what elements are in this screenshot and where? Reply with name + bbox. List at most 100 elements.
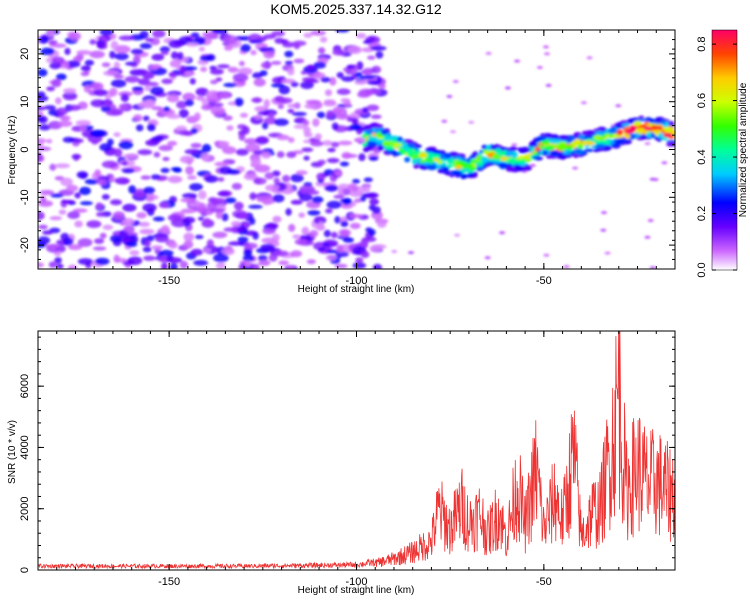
heatmap-cell: [138, 221, 150, 227]
heatmap-cell: [62, 91, 78, 101]
heatmap-cell: [511, 143, 518, 147]
heatmap-cell: [446, 160, 455, 164]
y-tick-label: 0: [19, 146, 31, 152]
heatmap-cell: [151, 106, 163, 111]
heatmap-cell: [195, 87, 209, 97]
heatmap-cell: [272, 194, 285, 203]
heatmap-cell: [124, 76, 140, 83]
heatmap-cell: [374, 138, 383, 143]
heatmap-cell: [189, 183, 203, 191]
heatmap-cell: [305, 99, 321, 105]
heatmap-cell: [212, 231, 228, 239]
heatmap-cell: [437, 159, 443, 165]
heatmap-cell: [402, 139, 414, 144]
heatmap-cell: [366, 124, 376, 129]
heatmap-cell: [270, 60, 282, 65]
heatmap-cell: [84, 59, 95, 66]
heatmap-cell: [38, 153, 43, 162]
heatmap-cell: [86, 220, 102, 229]
heatmap-cell: [90, 99, 106, 108]
heatmap-cell: [193, 259, 209, 266]
heatmap-cell: [369, 244, 382, 253]
heatmap-cell: [55, 73, 67, 81]
heatmap-cell: [456, 160, 467, 166]
heatmap-cell: [544, 52, 550, 56]
heatmap-cell: [541, 140, 550, 144]
heatmap-cell: [48, 40, 58, 45]
heatmap-cell: [272, 76, 285, 84]
heatmap-cell: [292, 234, 301, 239]
heatmap-cell: [621, 123, 631, 127]
heatmap-cell: [178, 129, 191, 136]
heatmap-cell: [442, 152, 452, 159]
heatmap-cell: [114, 177, 130, 185]
heatmap-cell: [658, 132, 665, 139]
heatmap-cell: [313, 61, 327, 69]
heatmap-cell: [370, 114, 382, 120]
heatmap-cell: [276, 134, 290, 141]
heatmap-cell: [323, 100, 337, 107]
heatmap-cell: [363, 146, 370, 153]
heatmap-cell: [210, 68, 224, 75]
heatmap-cell: [263, 49, 275, 59]
heatmap-cell: [244, 260, 252, 268]
heatmap-cell: [140, 175, 151, 180]
heatmap-cell: [273, 177, 280, 184]
heatmap-cell: [184, 99, 194, 107]
heatmap-cell: [287, 137, 295, 143]
heatmap-cell: [585, 130, 595, 135]
heatmap-cell: [127, 256, 143, 266]
heatmap-cell: [110, 40, 119, 50]
heatmap-cell: [347, 185, 359, 192]
heatmap-cell: [276, 151, 285, 158]
heatmap-cell: [178, 109, 189, 118]
y-tick-label: 10: [19, 96, 31, 108]
heatmap-cell: [198, 190, 207, 200]
heatmap-cell: [326, 249, 340, 254]
heatmap-cell: [366, 104, 380, 112]
heatmap-cell: [412, 158, 418, 165]
heatmap-cell: [109, 87, 118, 97]
heatmap-cell: [549, 139, 559, 144]
heatmap-cell: [184, 148, 200, 155]
heatmap-cell: [362, 107, 369, 114]
heatmap-cell: [332, 49, 346, 56]
heatmap-cell: [151, 245, 164, 250]
heatmap-cell: [177, 52, 184, 61]
heatmap-cell: [95, 202, 104, 210]
heatmap-cell: [584, 148, 593, 152]
heatmap-cell: [354, 198, 362, 203]
heatmap-cell: [101, 194, 110, 200]
heatmap-cell: [199, 54, 213, 62]
heatmap-cell: [459, 168, 471, 173]
heatmap-cell: [358, 153, 366, 162]
heatmap-cell: [238, 132, 246, 141]
heatmap-cell: [452, 170, 463, 176]
heatmap-cell: [202, 31, 218, 37]
heatmap-cell: [340, 97, 349, 104]
heatmap-cell: [200, 152, 211, 161]
heatmap-cell: [334, 216, 341, 224]
heatmap-cell: [38, 138, 47, 144]
heatmap-cell: [128, 185, 137, 194]
heatmap-cell: [339, 161, 350, 167]
heatmap-cell: [242, 254, 255, 262]
heatmap-cell: [146, 234, 155, 242]
heatmap-cell: [221, 247, 235, 256]
heatmap-cell: [454, 233, 461, 237]
heatmap-cell: [94, 169, 101, 177]
heatmap-cell: [352, 178, 360, 184]
heatmap-cell: [180, 198, 195, 203]
heatmap-cell: [600, 228, 607, 232]
heatmap-cell: [330, 231, 338, 239]
heatmap-cell: [368, 155, 379, 161]
heatmap-cell: [654, 117, 662, 123]
heatmap-cell: [96, 211, 106, 217]
heatmap-cell: [66, 184, 79, 192]
spectrogram-ylabel: Frequency (Hz): [7, 116, 18, 185]
heatmap-cell: [159, 249, 174, 256]
heatmap-cell: [217, 177, 225, 182]
heatmap-cell: [455, 164, 462, 170]
heatmap-cell: [302, 119, 310, 126]
heatmap-cell: [369, 198, 379, 206]
